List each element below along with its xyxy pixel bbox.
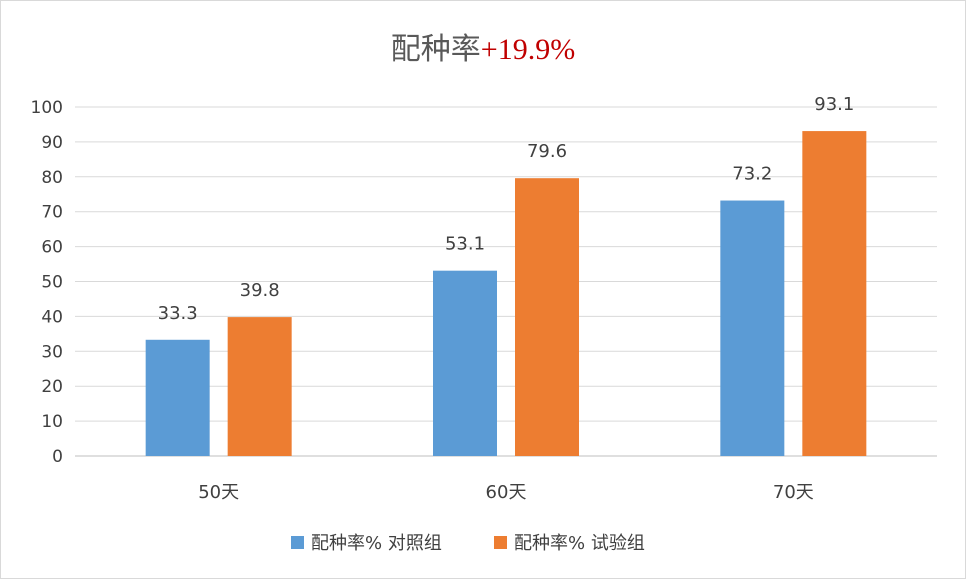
y-tick-label: 10 bbox=[41, 412, 63, 432]
legend-label: 配种率% 试验组 bbox=[514, 533, 645, 554]
bar-trial bbox=[227, 317, 292, 456]
y-tick-label: 30 bbox=[41, 342, 63, 362]
x-tick-label: 50天 bbox=[198, 482, 239, 503]
legend: 配种率% 对照组 配种率% 试验组 bbox=[291, 533, 645, 554]
chart-title-highlight: +19.9% bbox=[481, 33, 575, 66]
data-label: 53.1 bbox=[445, 234, 485, 255]
y-tick-label: 70 bbox=[41, 203, 63, 223]
bar-trial bbox=[515, 178, 579, 457]
bars bbox=[145, 131, 867, 457]
legend-label: 配种率% 对照组 bbox=[311, 533, 442, 554]
bar-control bbox=[720, 200, 785, 456]
y-tick-label: 60 bbox=[41, 238, 63, 258]
data-label: 73.2 bbox=[732, 164, 772, 185]
bar-control bbox=[433, 270, 497, 456]
y-tick-label: 50 bbox=[41, 273, 63, 293]
y-tick-label: 80 bbox=[41, 168, 63, 188]
data-label: 33.3 bbox=[158, 303, 198, 324]
bar-trial bbox=[802, 131, 867, 456]
gridlines bbox=[75, 106, 937, 457]
chart-title: 配种率+19.9% bbox=[391, 32, 575, 67]
y-tick-label: 20 bbox=[41, 377, 63, 397]
data-label: 39.8 bbox=[240, 280, 280, 301]
x-tick-label: 70天 bbox=[773, 482, 814, 503]
data-label: 79.6 bbox=[527, 141, 567, 162]
y-tick-label: 0 bbox=[52, 447, 63, 467]
y-tick-label: 90 bbox=[41, 133, 63, 153]
x-tick-label: 60天 bbox=[486, 482, 527, 503]
data-label: 93.1 bbox=[814, 94, 854, 115]
y-tick-label: 100 bbox=[31, 98, 63, 118]
legend-swatch bbox=[291, 536, 304, 549]
y-axis-ticks: 0 10 20 30 40 50 60 70 80 90 100 bbox=[31, 98, 63, 467]
y-tick-label: 40 bbox=[41, 307, 63, 327]
bar-control bbox=[145, 339, 210, 456]
chart-title-main: 配种率 bbox=[391, 32, 481, 67]
x-axis-ticks: 50天 60天 70天 bbox=[198, 482, 814, 503]
legend-swatch bbox=[494, 536, 507, 549]
data-labels: 33.3 39.8 53.1 79.6 73.2 93.1 bbox=[158, 94, 855, 324]
